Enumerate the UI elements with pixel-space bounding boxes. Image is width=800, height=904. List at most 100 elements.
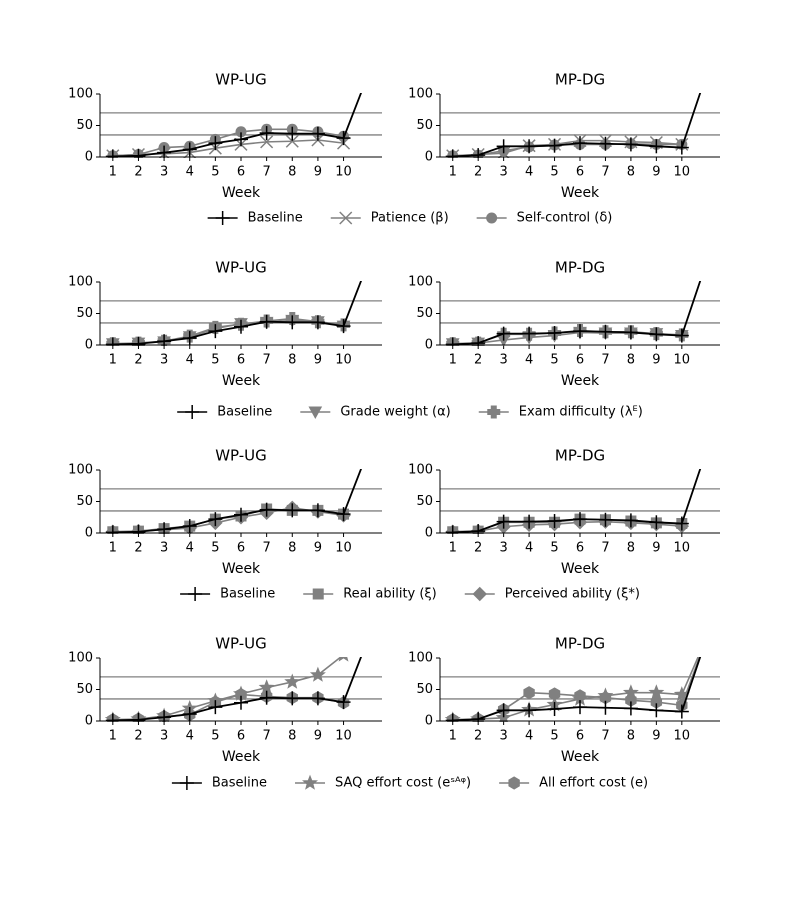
legend-item: Baseline (207, 211, 303, 226)
x-tick-label: 9 (652, 729, 660, 744)
x-tick-label: 7 (262, 165, 270, 180)
marker (105, 149, 120, 158)
x-tick-label: 1 (449, 541, 457, 556)
x-axis-label: Week (561, 185, 600, 201)
marker (623, 701, 638, 716)
legend-item: Baseline (180, 587, 275, 602)
legend-label: Self-control (δ) (517, 211, 613, 226)
x-tick-label: 5 (550, 729, 558, 744)
legend-label: Grade weight (α) (340, 405, 450, 420)
marker (310, 315, 325, 330)
legend-item: Self-control (δ) (476, 211, 613, 226)
plot-area: Exam difficulty (λᴱ)Grade weight (α)Base… (445, 281, 702, 346)
marker (182, 707, 197, 722)
legend-label: Exam difficulty (λᴱ) (519, 405, 643, 420)
marker (234, 132, 248, 147)
legend-item: Perceived ability (ξ*) (464, 587, 640, 602)
marker (208, 324, 223, 339)
x-tick-label: 3 (499, 165, 507, 180)
series-line: Perceived ability (ξ*) (452, 520, 682, 533)
x-tick-label: 10 (335, 541, 352, 556)
marker (496, 326, 511, 341)
panel: WP-UG Week 0 50 100 1 2 3 4 5 6 7 8 9 10 Exam difficult… (68, 253, 382, 389)
marker (598, 512, 613, 527)
marker (336, 319, 351, 334)
x-tick-label: 6 (576, 353, 584, 368)
x-axis-label: Week (222, 561, 261, 577)
marker-shape (284, 673, 301, 689)
marker (573, 136, 587, 151)
x-tick-label: 10 (674, 353, 691, 368)
x-tick-label: 6 (576, 541, 584, 556)
marker (445, 149, 460, 158)
marker (259, 314, 274, 329)
x-tick-label: 10 (674, 541, 691, 556)
x-tick-label: 7 (601, 541, 609, 556)
marker (362, 65, 376, 79)
plot-area: All effort cost (e)SAQ effort cost (eˢᴬᵠ… (444, 629, 714, 722)
marker (131, 336, 146, 346)
x-tick-label: 3 (160, 353, 168, 368)
marker (234, 695, 248, 710)
x-tick-label: 5 (211, 353, 219, 368)
marker-shape (235, 126, 247, 138)
marker (649, 139, 664, 154)
marker (522, 139, 537, 154)
marker-shape (309, 666, 326, 682)
x-axis-label: Week (561, 373, 600, 389)
marker (285, 315, 300, 330)
marker (310, 691, 325, 706)
x-tick-label: 10 (335, 165, 352, 180)
y-tick-label: 0 (85, 714, 93, 729)
x-tick-label: 9 (652, 541, 660, 556)
marker (235, 126, 247, 138)
marker (105, 337, 120, 346)
marker (310, 126, 325, 141)
marker (623, 325, 638, 340)
marker (674, 140, 689, 155)
marker-shape (338, 657, 349, 662)
x-tick-label: 9 (314, 729, 322, 744)
y-tick-label: 50 (76, 306, 93, 321)
marker (362, 253, 376, 267)
marker (547, 514, 562, 529)
x-tick-label: 10 (335, 353, 352, 368)
y-tick-label: 100 (408, 463, 433, 478)
x-tick-label: 8 (627, 165, 635, 180)
x-tick-label: 2 (134, 541, 142, 556)
marker (673, 686, 690, 702)
marker-shape (648, 684, 665, 700)
legend-item: SAQ effort cost (eˢᴬᵠ) (295, 774, 471, 791)
marker (302, 774, 318, 790)
x-tick-label: 4 (186, 729, 194, 744)
x-tick-label: 3 (499, 353, 507, 368)
marker (598, 324, 613, 339)
y-tick-label: 0 (425, 714, 433, 729)
x-tick-label: 1 (109, 165, 117, 180)
y-tick-label: 100 (68, 87, 93, 102)
marker (522, 326, 537, 341)
marker (157, 522, 172, 534)
y-tick-label: 100 (408, 87, 433, 102)
marker-shape (508, 776, 520, 790)
marker (157, 710, 172, 722)
marker-shape (701, 629, 714, 642)
marker (598, 136, 613, 151)
marker (131, 148, 146, 158)
panel: MP-DG Week 0 50 100 1 2 3 4 5 6 7 8 9 10 All effort cos… (408, 629, 720, 765)
marker (597, 687, 614, 703)
marker (308, 406, 323, 420)
marker (547, 702, 562, 717)
marker (234, 319, 248, 334)
marker (522, 703, 537, 718)
marker (487, 405, 501, 419)
marker (336, 695, 351, 710)
marker (179, 776, 194, 790)
marker (598, 700, 613, 715)
marker (285, 503, 300, 518)
x-tick-label: 4 (525, 165, 533, 180)
x-tick-label: 2 (134, 353, 142, 368)
x-axis-label: Week (561, 561, 600, 577)
marker-shape (285, 134, 299, 148)
